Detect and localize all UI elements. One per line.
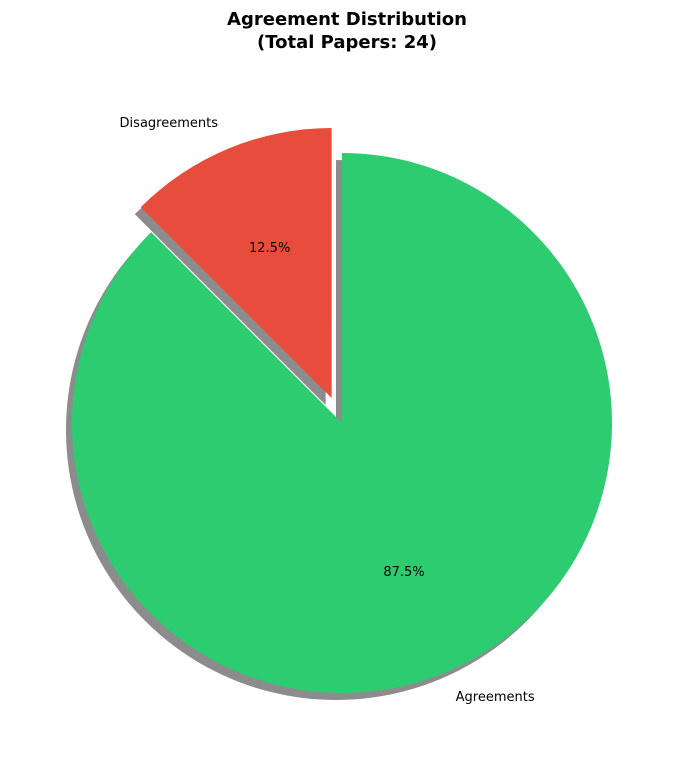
pie-slices xyxy=(71,128,612,693)
pie-category-label-disagreements: Disagreements xyxy=(120,116,219,131)
pie-percent-label-disagreements: 12.5% xyxy=(249,241,290,256)
chart-title-line-2: (Total Papers: 24) xyxy=(257,32,437,53)
pie-slice-agreements xyxy=(71,153,612,693)
pie-percent-label-agreements: 87.5% xyxy=(383,565,424,580)
chart-title-line-1: Agreement Distribution xyxy=(227,9,467,30)
pie-labels: 87.5% Agreements 12.5% Disagreements xyxy=(120,116,535,705)
pie-category-label-agreements: Agreements xyxy=(456,690,535,705)
pie-slice-disagreements xyxy=(140,128,332,399)
